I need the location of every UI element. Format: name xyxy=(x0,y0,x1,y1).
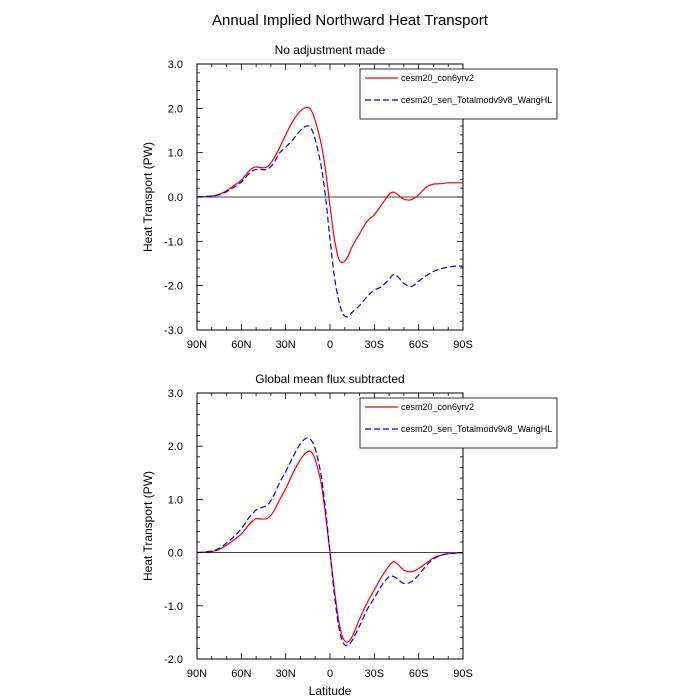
legend-box xyxy=(359,68,558,120)
panel-title: No adjustment made xyxy=(275,43,386,57)
y-tick-label: 0.0 xyxy=(168,192,183,204)
y-tick-label: -1.0 xyxy=(164,601,183,613)
legend-label-1: cesm20_con6yrv2 xyxy=(401,73,474,83)
x-tick-label: 0 xyxy=(327,339,333,351)
x-tick-label: 90N xyxy=(187,339,207,351)
legend-label-2: cesm20_sen_Totalmodv9v8_WangHL xyxy=(401,95,552,105)
series-line-1 xyxy=(197,450,463,643)
y-tick-label: 3.0 xyxy=(168,388,183,400)
x-tick-label: 30S xyxy=(365,668,385,680)
x-tick-label: 60N xyxy=(231,668,251,680)
y-tick-label: 2.0 xyxy=(168,441,183,453)
y-tick-label: 0.0 xyxy=(168,548,183,560)
x-tick-label: 90S xyxy=(453,668,473,680)
legend: cesm20_con6yrv2 cesm20_sen_Totalmodv9v8_W… xyxy=(359,397,558,449)
y-tick-label: -1.0 xyxy=(164,236,183,248)
y-axis-label: Heat Transport (PW) xyxy=(141,142,155,252)
series-line-2 xyxy=(197,125,463,318)
legend-label-1: cesm20_con6yrv2 xyxy=(401,402,474,412)
panel-global-mean-flux-subtracted: Global mean flux subtracted 3.0 2.0 1.0 0.0 -… xyxy=(141,372,558,698)
x-tick-label: 90N xyxy=(187,668,207,680)
x-tick-label: 30S xyxy=(365,339,385,351)
y-tick-label: 3.0 xyxy=(168,59,183,71)
y-tick-label: -3.0 xyxy=(164,325,183,337)
legend: cesm20_con6yrv2 cesm20_sen_Totalmodv9v8_W… xyxy=(359,68,558,120)
x-axis-label: Latitude xyxy=(309,684,352,698)
series-line-2 xyxy=(197,437,463,647)
x-tick-label: 30N xyxy=(276,339,296,351)
y-tick-label: 1.0 xyxy=(168,148,183,160)
y-tick-label: -2.0 xyxy=(164,654,183,666)
series-line-1 xyxy=(197,106,463,263)
x-tick-label: 60S xyxy=(409,668,429,680)
x-tick-label: 90S xyxy=(453,339,473,351)
panel-no-adjustment: No adjustment made 3.0 2.0 1.0 0.0 -1.0 -2.0 -3… xyxy=(141,43,558,351)
legend-label-2: cesm20_sen_Totalmodv9v8_WangHL xyxy=(401,424,552,434)
figure-title: Annual Implied Northward Heat Transport xyxy=(212,12,488,29)
y-tick-label: 2.0 xyxy=(168,103,183,115)
y-axis-label: Heat Transport (PW) xyxy=(141,471,155,581)
y-tick-label: 1.0 xyxy=(168,494,183,506)
x-tick-label: 60S xyxy=(409,339,429,351)
x-tick-label: 0 xyxy=(327,668,333,680)
x-tick-label: 30N xyxy=(276,668,296,680)
x-tick-label: 60N xyxy=(231,339,251,351)
panel-title: Global mean flux subtracted xyxy=(255,372,404,386)
legend-box xyxy=(359,397,558,449)
y-tick-label: -2.0 xyxy=(164,281,183,293)
